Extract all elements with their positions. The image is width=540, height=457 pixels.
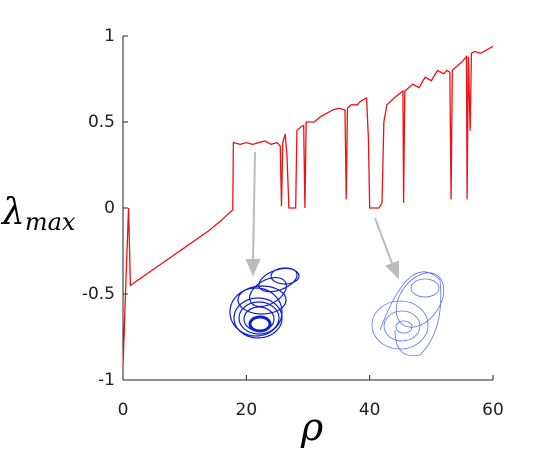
x-tick-label: 60 xyxy=(482,400,504,420)
y-tick-label: -1 xyxy=(98,370,115,390)
inset-attractor-sparse xyxy=(371,271,445,357)
data-line xyxy=(122,45,494,367)
y-tick-label: -0.5 xyxy=(82,284,115,304)
y-tick-label: 0.5 xyxy=(88,112,115,132)
arrow xyxy=(245,151,399,280)
x-tick-label: 40 xyxy=(359,400,381,420)
inset-attractor-dense xyxy=(229,267,300,339)
y-axis-label-main: λ xyxy=(0,192,25,233)
x-tick-label: 0 xyxy=(118,400,129,420)
y-axis-label: λmax xyxy=(0,192,76,236)
y-axis-label-subscript: max xyxy=(25,208,76,236)
x-tick-label: 20 xyxy=(236,400,258,420)
x-axis-label: ρ xyxy=(300,405,324,449)
y-tick-label: 1 xyxy=(104,26,115,46)
y-tick-label: 0 xyxy=(104,198,115,218)
